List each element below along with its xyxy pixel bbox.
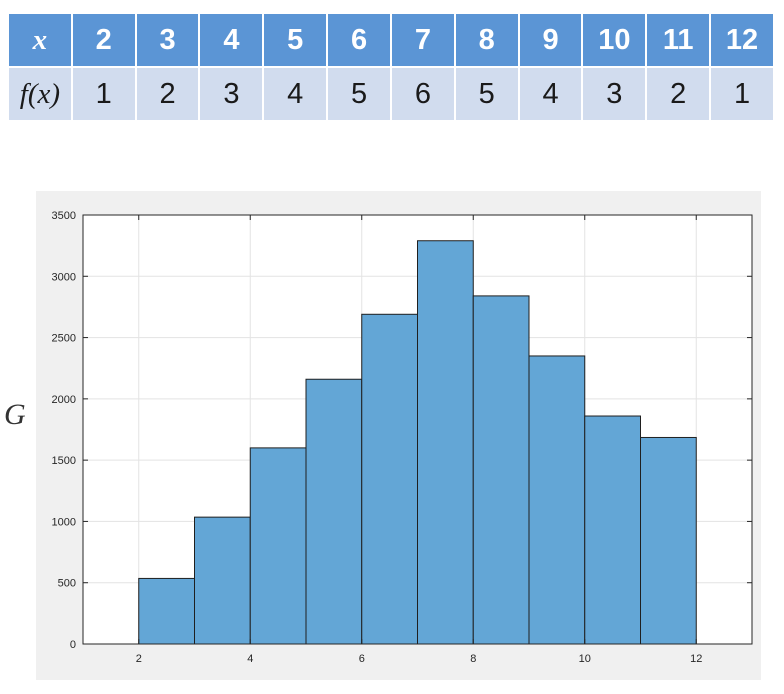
- table-cell: 8: [455, 14, 518, 66]
- x-tick-label: 6: [359, 653, 365, 665]
- histogram-bar: [584, 415, 641, 645]
- histogram-chart: 2 4 6 8 10 12 0 500 1000 1500 2000 2500 3000 3500: [52, 210, 753, 665]
- x-tick-label: 2: [136, 653, 142, 665]
- table-cell: 11: [647, 14, 710, 66]
- side-glyph: G: [4, 398, 26, 431]
- table-cell: 9: [519, 14, 582, 66]
- table-cell: 5: [264, 14, 327, 66]
- y-tick-label: 3000: [52, 271, 76, 283]
- y-tick-label: 2500: [52, 333, 76, 345]
- table-data-row: f(x) 1 2 3 4 5 6 5 4 3 2 1: [9, 68, 773, 120]
- histogram-bar: [528, 355, 586, 645]
- x-tick-label: 12: [690, 653, 702, 665]
- y-tick-label: 2000: [52, 394, 76, 406]
- row-label-x: x: [9, 14, 71, 66]
- table-cell: 2: [647, 68, 710, 120]
- histogram-bar: [249, 447, 307, 645]
- table-cell: 6: [391, 68, 454, 120]
- x-tick-label: 4: [247, 653, 253, 665]
- table-cell: 4: [264, 68, 327, 120]
- y-tick-label: 1500: [52, 455, 76, 467]
- table-cell: 4: [200, 14, 263, 66]
- distribution-table: x 2 3 4 5 6 7 8 9 10 11 12 f(x) 1 2 3 4 …: [7, 12, 775, 122]
- table-cell: 3: [200, 68, 263, 120]
- histogram-bar: [472, 295, 530, 645]
- y-tick-label: 1000: [52, 516, 76, 528]
- table-cell: 10: [583, 14, 646, 66]
- y-tick-label: 3500: [52, 210, 76, 222]
- histogram-bar: [194, 516, 251, 645]
- table-cell: 5: [328, 68, 390, 120]
- histogram-bar: [417, 240, 474, 645]
- table-cell: 3: [583, 68, 646, 120]
- table-cell: 5: [455, 68, 518, 120]
- table-cell: 3: [136, 14, 199, 66]
- table-header-row: x 2 3 4 5 6 7 8 9 10 11 12: [9, 14, 773, 66]
- table-cell: 12: [711, 14, 773, 66]
- row-label-fx: f(x): [9, 68, 71, 120]
- y-tick-label: 500: [58, 578, 76, 590]
- table-cell: 2: [136, 68, 199, 120]
- table-cell: 2: [72, 14, 135, 66]
- x-tick-label: 8: [470, 653, 476, 665]
- histogram-bar: [305, 378, 363, 645]
- figure-panel: 2 4 6 8 10 12 0 500 1000 1500 2000 2500 3000 3500: [36, 191, 761, 680]
- table-cell: 4: [519, 68, 582, 120]
- y-tick-label: 0: [70, 639, 76, 651]
- table-cell: 1: [711, 68, 773, 120]
- table-cell: 1: [72, 68, 135, 120]
- histogram-bar: [138, 577, 195, 645]
- table-cell: 6: [328, 14, 390, 66]
- x-tick-label: 10: [579, 653, 591, 665]
- histogram-bar: [640, 436, 697, 645]
- histogram-bar: [361, 313, 418, 645]
- axes-box: [82, 214, 753, 645]
- table-cell: 7: [391, 14, 454, 66]
